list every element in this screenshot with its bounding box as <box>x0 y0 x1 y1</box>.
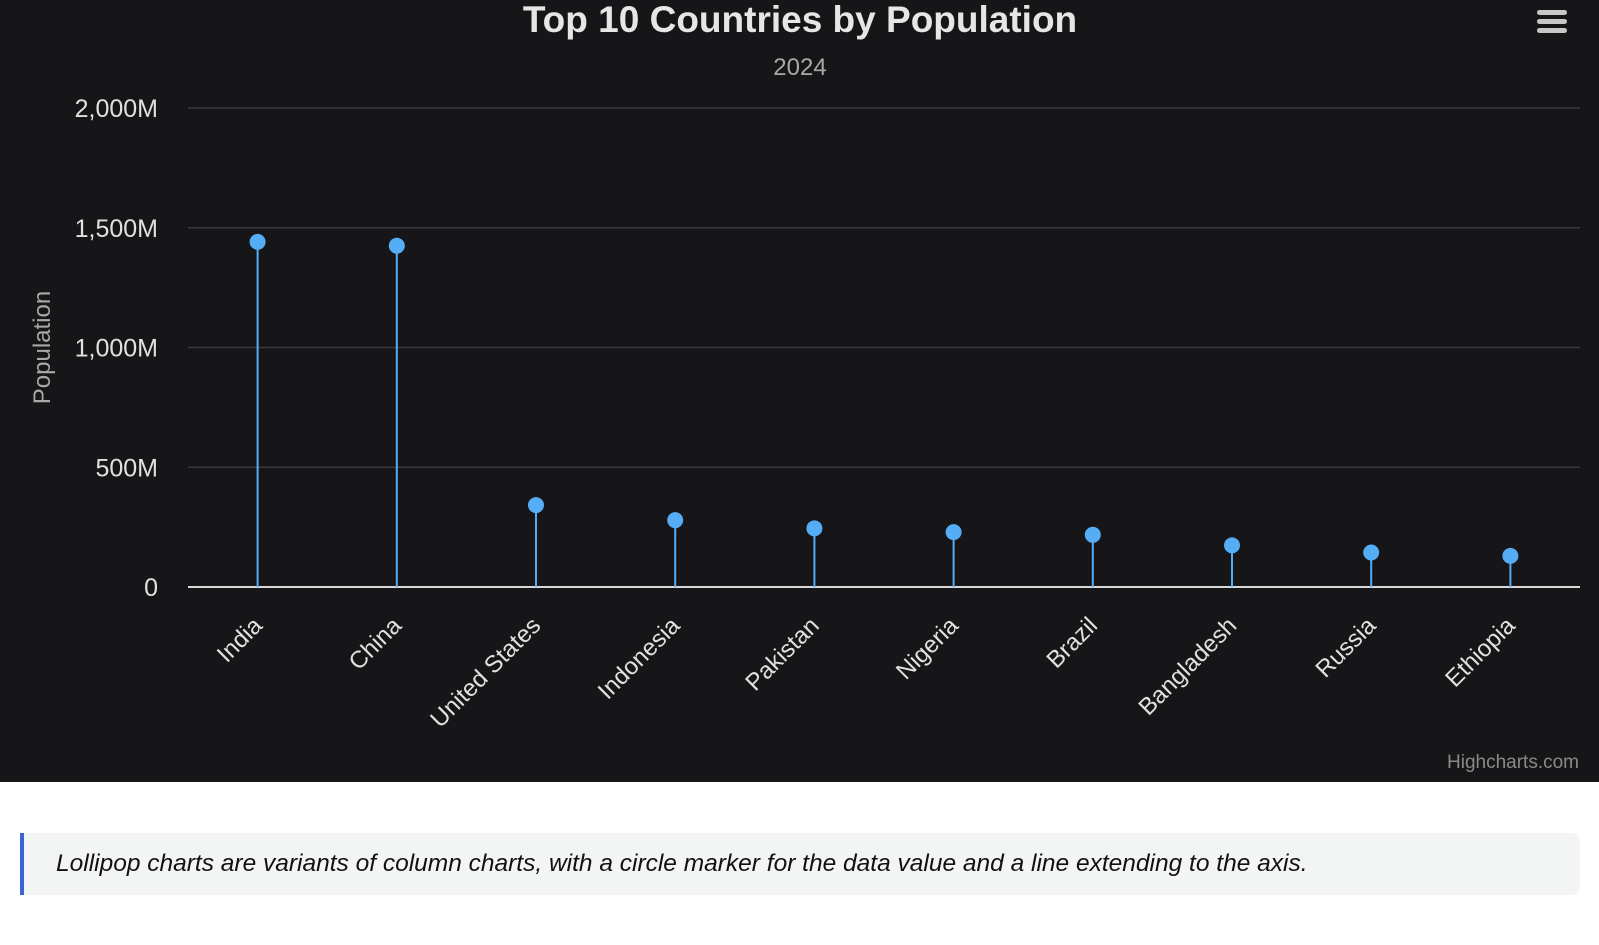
x-tick-label: Brazil <box>1042 612 1104 674</box>
hamburger-menu-icon-bar <box>1537 28 1567 33</box>
x-tick-label: Russia <box>1310 612 1381 683</box>
lollipop-chart: Top 10 Countries by Population 2024 0 500M 1… <box>29 0 1580 733</box>
x-tick-label: India <box>212 612 268 668</box>
hamburger-menu-icon <box>1537 10 1567 15</box>
lollipop-marker <box>667 512 684 529</box>
chart-caption: Lollipop charts are variants of column c… <box>20 833 1580 895</box>
hamburger-menu-icon-bar <box>1537 19 1567 24</box>
x-tick-label: Indonesia <box>593 612 686 705</box>
caption-text: Lollipop charts are variants of column c… <box>56 850 1308 877</box>
y-axis-title: Population <box>29 291 56 404</box>
y-tick-label: 1,000M <box>75 335 158 363</box>
chart-menu-button[interactable] <box>1532 4 1572 40</box>
x-tick-label: Ethiopia <box>1440 612 1521 693</box>
lollipop-marker <box>528 497 544 514</box>
x-tick-label: Nigeria <box>891 612 964 685</box>
y-tick-label: 500M <box>95 454 158 482</box>
x-tick-label: Bangladesh <box>1134 612 1243 721</box>
chart-container: Top 10 Countries by Population 2024 0 500M 1… <box>0 0 1599 782</box>
y-tick-label: 2,000M <box>75 95 158 123</box>
lollipop-marker <box>806 520 823 537</box>
x-tick-label: Pakistan <box>740 612 824 696</box>
highcharts-credit-link[interactable]: Highcharts.com <box>1447 752 1579 773</box>
y-tick-label: 0 <box>144 574 158 602</box>
lollipop-marker <box>1363 544 1380 561</box>
y-tick-label: 1,500M <box>75 215 158 243</box>
lollipop-marker <box>1084 526 1101 543</box>
lollipop-marker <box>249 233 266 250</box>
lollipop-marker <box>388 237 405 254</box>
chart-title: Top 10 Countries by Population <box>523 0 1077 40</box>
lollipop-marker <box>1502 547 1519 564</box>
x-tick-label: United States <box>425 612 546 733</box>
lollipop-marker <box>945 524 962 541</box>
x-tick-label: China <box>344 612 408 676</box>
chart-subtitle: 2024 <box>773 54 826 81</box>
lollipop-marker <box>1224 537 1240 554</box>
